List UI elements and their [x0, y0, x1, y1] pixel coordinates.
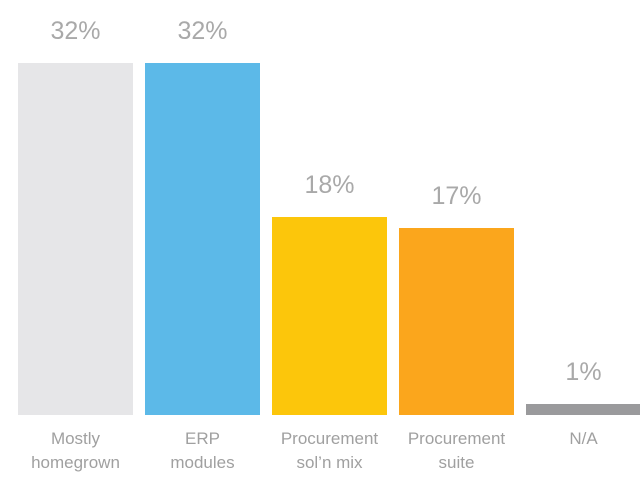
- category-label-1-line-1: modules: [170, 453, 234, 472]
- category-label-0-line-0: Mostly: [51, 429, 101, 448]
- bar-0: [18, 63, 133, 415]
- bar-1: [145, 63, 260, 415]
- value-label-1: 32%: [177, 17, 227, 45]
- category-label-3-line-0: Procurement: [408, 429, 506, 448]
- bar-3: [399, 228, 514, 415]
- value-label-4: 1%: [565, 358, 601, 386]
- category-label-3-line-1: suite: [439, 453, 475, 472]
- value-label-2: 18%: [304, 171, 354, 199]
- value-label-0: 32%: [50, 17, 100, 45]
- bar-4: [526, 404, 640, 415]
- category-label-2-line-1: sol’n mix: [296, 453, 363, 472]
- category-label-1-line-0: ERP: [185, 429, 220, 448]
- value-label-3: 17%: [431, 182, 481, 210]
- category-label-2-line-0: Procurement: [281, 429, 379, 448]
- bar-2: [272, 217, 387, 415]
- category-label-4-line-0: N/A: [569, 429, 598, 448]
- category-label-0-line-1: homegrown: [31, 453, 120, 472]
